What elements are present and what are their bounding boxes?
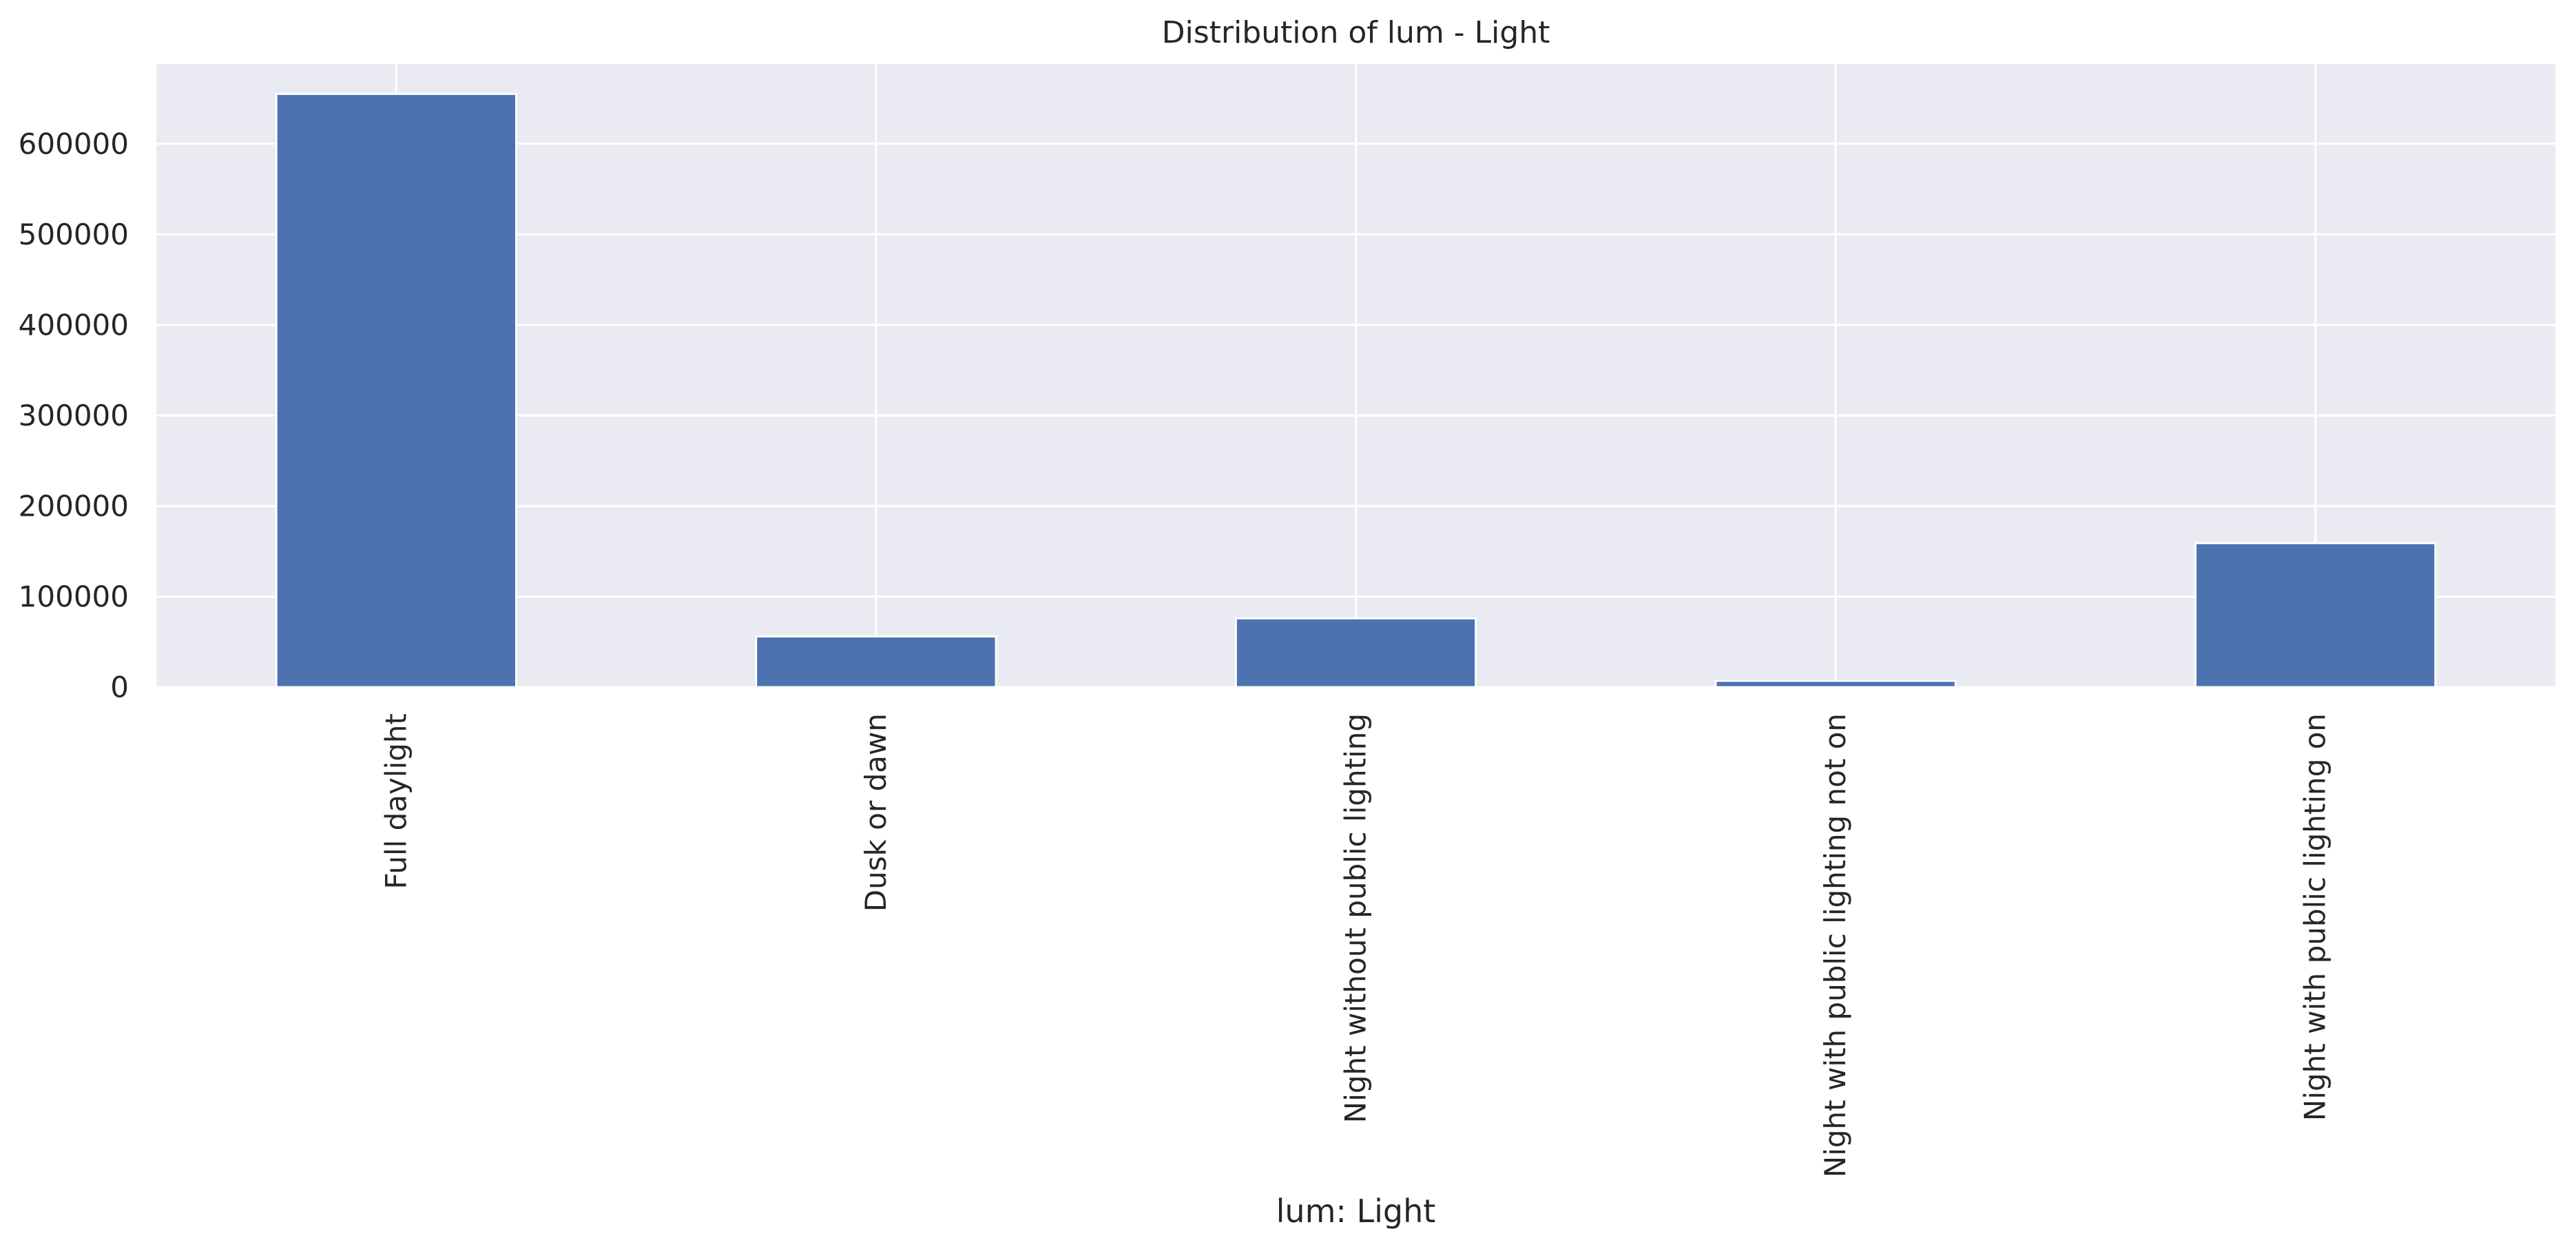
y-tick-label: 0 — [110, 671, 129, 704]
bar — [1714, 680, 1957, 689]
x-axis-ticks: Full daylight Dusk or dawn Night without p… — [379, 713, 2331, 1177]
bar — [2194, 542, 2437, 689]
y-axis-ticks: 0 100000 200000 300000 400000 500000 600000 — [19, 127, 129, 704]
x-tick-label: Night with public lighting not on — [1818, 713, 1852, 1177]
y-tick-label: 600000 — [19, 127, 129, 160]
y-tick-label: 100000 — [19, 580, 129, 613]
x-tick-label: Night with public lighting on — [2298, 713, 2332, 1121]
y-tick-label: 500000 — [19, 218, 129, 251]
bars — [275, 92, 2437, 689]
y-tick-label: 400000 — [19, 308, 129, 342]
y-tick-label: 300000 — [19, 399, 129, 432]
bar — [275, 92, 517, 689]
chart-title: Distribution of lum - Light — [1162, 15, 1550, 50]
x-tick-label: Night without public lighting — [1339, 713, 1373, 1123]
x-tick-label: Dusk or dawn — [859, 713, 893, 912]
y-tick-label: 200000 — [19, 489, 129, 523]
bar — [1234, 617, 1477, 689]
x-axis-label: lum: Light — [1276, 1193, 1436, 1230]
x-tick-label: Full daylight — [379, 713, 413, 890]
bar — [755, 635, 997, 689]
